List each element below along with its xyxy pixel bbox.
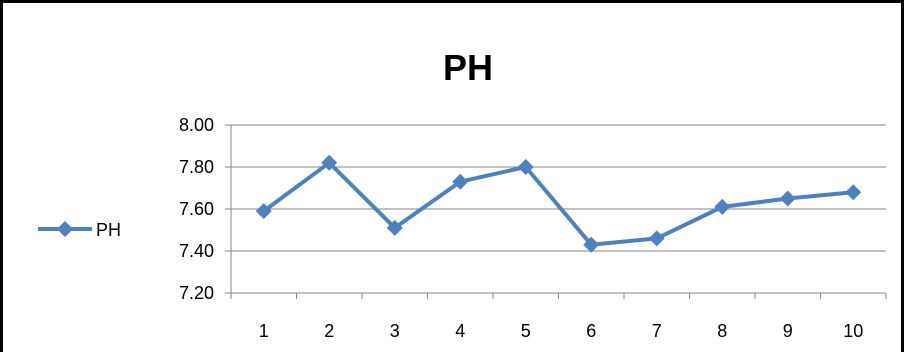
data-point-marker <box>583 236 600 253</box>
data-point-marker <box>517 159 534 175</box>
x-tick-label: 7 <box>652 321 662 341</box>
x-tick-label: 8 <box>717 321 727 341</box>
x-tick-label: 2 <box>324 321 334 341</box>
data-point-marker <box>779 190 796 207</box>
data-point-marker <box>386 219 403 236</box>
y-tick-label: 7.80 <box>179 157 214 177</box>
data-point-marker <box>321 154 338 171</box>
x-tick-label: 4 <box>455 321 465 341</box>
data-point-marker <box>452 173 469 190</box>
series-group <box>255 154 862 253</box>
y-tick-label: 7.60 <box>179 199 214 219</box>
x-tick-label: 5 <box>521 321 531 341</box>
x-tick-label: 10 <box>843 321 863 341</box>
data-point-marker <box>845 184 862 201</box>
data-point-marker <box>648 230 665 247</box>
series-line <box>262 160 854 247</box>
chart-title: PH <box>443 47 493 88</box>
legend: PH <box>38 220 121 240</box>
x-tick-label: 9 <box>783 321 793 341</box>
y-tick-label: 7.20 <box>179 283 214 303</box>
x-tick-label: 6 <box>586 321 596 341</box>
x-tick-label: 1 <box>259 321 269 341</box>
x-axis <box>230 293 887 299</box>
legend-marker-diamond-icon <box>57 221 73 237</box>
y-tick-label: 7.40 <box>179 241 214 261</box>
y-axis-tick-labels: 8.00 7.80 7.60 7.40 7.20 <box>179 115 214 303</box>
x-axis-tick-labels: 1 2 3 4 5 6 7 8 9 10 <box>259 321 864 341</box>
data-point-marker <box>255 203 272 220</box>
legend-label: PH <box>96 220 121 240</box>
x-tick-label: 3 <box>390 321 400 341</box>
y-tick-label: 8.00 <box>179 115 214 135</box>
data-point-marker <box>714 198 731 215</box>
